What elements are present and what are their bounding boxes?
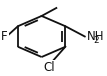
Text: NH: NH xyxy=(87,30,104,43)
Text: 2: 2 xyxy=(94,36,99,45)
Text: Cl: Cl xyxy=(43,61,55,74)
Text: F: F xyxy=(1,30,7,43)
